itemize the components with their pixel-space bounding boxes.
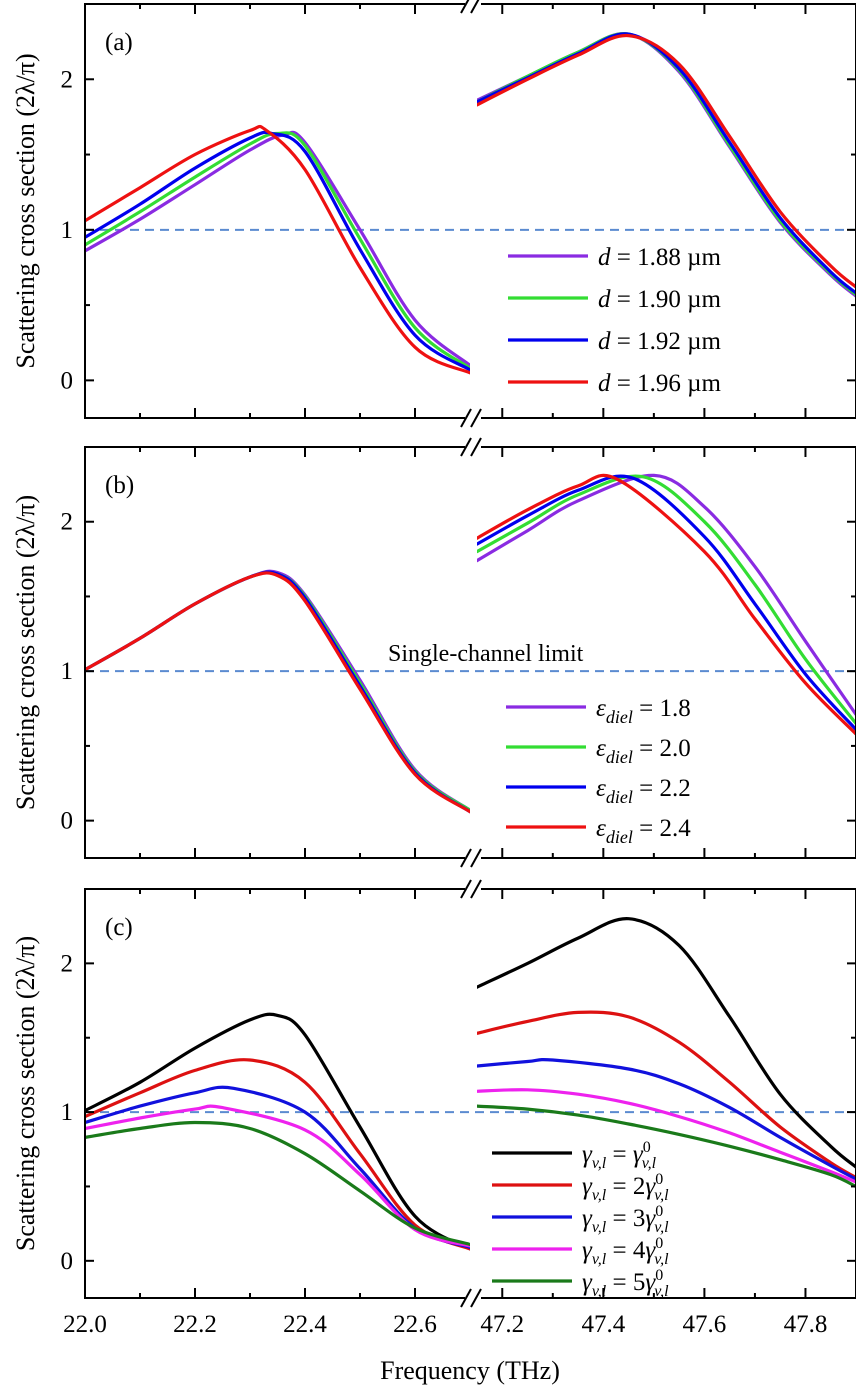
axis-break-mark bbox=[470, 1288, 482, 1308]
y-tick-label: 2 bbox=[61, 509, 74, 536]
axis-break-mark bbox=[470, 0, 480, 14]
legend-label: γv,l = 2γ0 v,l bbox=[582, 1171, 669, 1204]
series-line-1-right bbox=[477, 917, 856, 1169]
series-line-2-left bbox=[85, 1058, 470, 1251]
y-tick-label: 1 bbox=[61, 217, 74, 244]
axis-break-mark bbox=[460, 1288, 472, 1308]
series-line-5-left bbox=[85, 1120, 470, 1247]
x-tick-label: 22.4 bbox=[283, 1311, 327, 1338]
series-line-4-right bbox=[477, 1088, 856, 1184]
series-line-1-right bbox=[477, 473, 856, 717]
legend-label: εdiel = 1.8 bbox=[596, 695, 691, 727]
x-tick-label: 22.6 bbox=[393, 1311, 437, 1338]
axis-break-mark bbox=[470, 848, 482, 868]
legend-label: d = 1.90 µm bbox=[598, 286, 722, 313]
axis-break-mark bbox=[460, 848, 472, 868]
series-line-1-left bbox=[85, 569, 470, 812]
series-line-3-left bbox=[85, 570, 470, 814]
x-tick-label: 47.4 bbox=[581, 1311, 625, 1338]
series-line-4-right bbox=[477, 33, 856, 289]
series-line-3-right bbox=[477, 474, 856, 732]
axis-break-mark bbox=[460, 437, 472, 457]
y-tick-label: 0 bbox=[61, 367, 74, 394]
x-tick-label: 22.0 bbox=[63, 1311, 107, 1338]
y-tick-label: 2 bbox=[61, 950, 74, 977]
x-tick-label: 47.2 bbox=[480, 1311, 524, 1338]
series-line-2-right bbox=[477, 474, 856, 726]
legend-label: d = 1.96 µm bbox=[598, 370, 722, 397]
axis-break-mark bbox=[460, 408, 472, 428]
reference-line-label: Single-channel limit bbox=[388, 641, 584, 667]
y-axis-title: Scattering cross section (2λ/π) bbox=[11, 495, 40, 810]
legend-label: γv,l = γ0 v,l bbox=[582, 1139, 657, 1172]
axis-break-mark bbox=[460, 0, 470, 14]
x-tick-label: 47.8 bbox=[784, 1311, 828, 1338]
x-tick-label: 22.2 bbox=[173, 1311, 217, 1338]
panel-b: Single-channel limit 0 1 2 (b) Scattering cro… bbox=[11, 437, 856, 868]
legend-label: εdiel = 2.4 bbox=[596, 815, 691, 847]
legend-label: εdiel = 2.2 bbox=[596, 775, 691, 807]
series-line-3-left bbox=[85, 130, 470, 372]
panel-label: (a) bbox=[105, 29, 133, 56]
series-line-5-right bbox=[477, 1104, 856, 1189]
legend-label: γv,l = 3γ0 v,l bbox=[582, 1203, 669, 1236]
series-line-4-left bbox=[85, 571, 470, 814]
series-line-4-right bbox=[477, 473, 856, 736]
y-tick-label: 0 bbox=[61, 1248, 74, 1275]
axis-break-mark bbox=[470, 408, 482, 428]
y-tick-label: 2 bbox=[61, 66, 74, 93]
plot-frame bbox=[84, 3, 856, 419]
panel-label: (b) bbox=[105, 472, 134, 499]
panel-a: 0 1 2 (a) Scattering cross section (2λ/π) d =… bbox=[11, 0, 856, 428]
y-tick-label: 1 bbox=[61, 658, 74, 685]
legend-label: d = 1.92 µm bbox=[598, 328, 722, 355]
legend-label: γv,l = 4γ0 v,l bbox=[582, 1235, 669, 1268]
legend-label: γv,l = 5γ0 v,l bbox=[582, 1267, 669, 1300]
axis-break-mark bbox=[470, 437, 482, 457]
panel-c: 0 1 2 22.0 22.2 22.4 22.6 47.2 47.4 47.6 47.8 (c) Sc… bbox=[11, 879, 856, 1338]
series-line-2-left bbox=[85, 570, 470, 812]
x-axis-title: Frequency (THz) bbox=[380, 1356, 560, 1385]
x-tick-label: 47.6 bbox=[683, 1311, 727, 1338]
series-line-4-left bbox=[85, 124, 470, 375]
series-line-2-right bbox=[477, 1010, 856, 1180]
y-axis-title: Scattering cross section (2λ/π) bbox=[11, 53, 40, 368]
series-line-1-left bbox=[85, 1012, 470, 1251]
y-axis-title: Scattering cross section (2λ/π) bbox=[11, 936, 40, 1251]
y-tick-label: 0 bbox=[61, 808, 74, 835]
series-line-3-right bbox=[477, 1057, 856, 1181]
legend-label: d = 1.88 µm bbox=[598, 244, 722, 271]
axis-break-mark bbox=[470, 879, 482, 899]
axis-break-mark bbox=[460, 879, 472, 899]
y-tick-label: 1 bbox=[61, 1099, 74, 1126]
panel-label: (c) bbox=[105, 914, 133, 941]
legend-label: εdiel = 2.0 bbox=[596, 735, 691, 767]
